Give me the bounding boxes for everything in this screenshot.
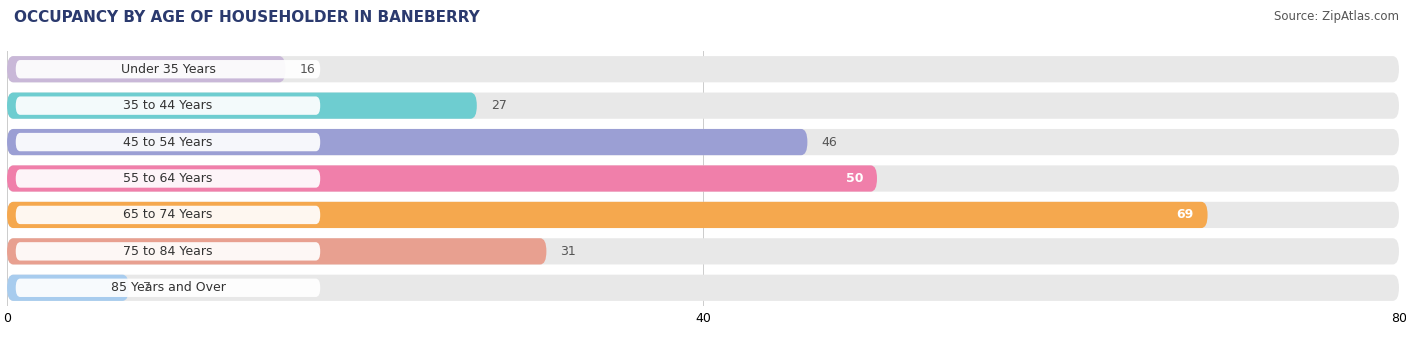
FancyBboxPatch shape <box>15 133 321 151</box>
Text: 75 to 84 Years: 75 to 84 Years <box>124 245 212 258</box>
FancyBboxPatch shape <box>7 92 1399 119</box>
Text: OCCUPANCY BY AGE OF HOUSEHOLDER IN BANEBERRY: OCCUPANCY BY AGE OF HOUSEHOLDER IN BANEB… <box>14 10 479 25</box>
FancyBboxPatch shape <box>7 238 547 265</box>
FancyBboxPatch shape <box>15 242 321 260</box>
FancyBboxPatch shape <box>15 60 321 79</box>
Text: Under 35 Years: Under 35 Years <box>121 63 215 76</box>
FancyBboxPatch shape <box>7 56 1399 82</box>
FancyBboxPatch shape <box>7 275 129 301</box>
Text: 46: 46 <box>821 136 837 149</box>
Text: 55 to 64 Years: 55 to 64 Years <box>124 172 212 185</box>
Text: 45 to 54 Years: 45 to 54 Years <box>124 136 212 149</box>
FancyBboxPatch shape <box>7 165 1399 192</box>
Text: 7: 7 <box>143 281 150 294</box>
FancyBboxPatch shape <box>7 202 1399 228</box>
FancyBboxPatch shape <box>7 56 285 82</box>
FancyBboxPatch shape <box>15 206 321 224</box>
Text: Source: ZipAtlas.com: Source: ZipAtlas.com <box>1274 10 1399 23</box>
Text: 50: 50 <box>845 172 863 185</box>
FancyBboxPatch shape <box>7 238 1399 265</box>
Text: 69: 69 <box>1177 208 1194 221</box>
Text: 85 Years and Over: 85 Years and Over <box>111 281 225 294</box>
FancyBboxPatch shape <box>15 169 321 188</box>
FancyBboxPatch shape <box>7 129 807 155</box>
Text: 35 to 44 Years: 35 to 44 Years <box>124 99 212 112</box>
Text: 65 to 74 Years: 65 to 74 Years <box>124 208 212 221</box>
Text: 27: 27 <box>491 99 506 112</box>
Text: 31: 31 <box>561 245 576 258</box>
FancyBboxPatch shape <box>15 97 321 115</box>
FancyBboxPatch shape <box>7 129 1399 155</box>
Text: 16: 16 <box>299 63 315 76</box>
FancyBboxPatch shape <box>7 202 1208 228</box>
FancyBboxPatch shape <box>7 165 877 192</box>
FancyBboxPatch shape <box>7 275 1399 301</box>
FancyBboxPatch shape <box>15 278 321 297</box>
FancyBboxPatch shape <box>7 92 477 119</box>
